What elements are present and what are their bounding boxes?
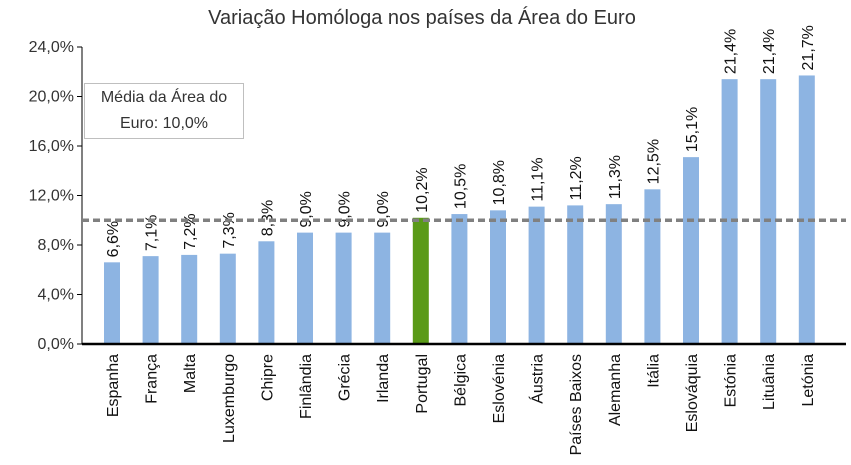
- bar: [605, 204, 622, 344]
- bar: [219, 253, 236, 344]
- y-tick-label: 8,0%: [38, 237, 74, 254]
- bar: [760, 79, 777, 345]
- bar: [297, 232, 313, 344]
- x-tick-label: Eslováquia: [684, 354, 701, 432]
- x-tick-label: Eslovénia: [491, 354, 508, 423]
- x-tick-label: Estónia: [723, 354, 740, 407]
- bars: [104, 75, 815, 345]
- data-label: 7,1%: [144, 215, 161, 251]
- data-label: 6,6%: [105, 221, 122, 257]
- x-tick-label: Letónia: [800, 354, 817, 407]
- y-tick-label: 16,0%: [29, 138, 74, 155]
- bar: [104, 262, 120, 344]
- bar: [142, 256, 159, 344]
- bar: [528, 206, 545, 344]
- data-label: 11,3%: [607, 155, 624, 199]
- data-label: 10,8%: [491, 160, 508, 205]
- x-tick-label: Malta: [182, 354, 199, 393]
- bar: [451, 214, 468, 344]
- y-tick-label: 20,0%: [29, 89, 74, 106]
- x-tick-label: Áustria: [528, 354, 547, 404]
- bar: [412, 217, 429, 344]
- x-tick-label: França: [144, 354, 161, 404]
- data-label: 10,5%: [452, 164, 469, 209]
- data-label: 21,4%: [761, 29, 778, 74]
- x-tick-label: Itália: [645, 354, 662, 388]
- bar: [798, 75, 815, 345]
- data-label: 9,0%: [375, 191, 392, 227]
- bar: [258, 241, 275, 344]
- y-tick-label: 4,0%: [38, 287, 74, 304]
- y-tick-label: 0,0%: [38, 336, 74, 353]
- data-label: 21,7%: [800, 25, 817, 70]
- bar: [644, 189, 661, 344]
- average-annotation-box: Média da Área do Euro: 10,0%: [84, 83, 244, 139]
- x-axis-labels: Espanha França Malta Luxemburgo Chipre Finlân…: [105, 354, 817, 455]
- y-tick-label: 24,0%: [29, 39, 74, 56]
- data-label: 9,0%: [337, 191, 354, 227]
- data-label: 9,0%: [298, 191, 315, 227]
- x-tick-label: Portugal: [414, 354, 431, 414]
- y-tick-label: 12,0%: [29, 188, 74, 205]
- data-label: 21,4%: [723, 29, 740, 74]
- chart-title: Variação Homóloga nos países da Área do …: [208, 6, 636, 29]
- data-label: 15,1%: [684, 107, 701, 152]
- x-tick-label: Bélgica: [452, 354, 469, 407]
- x-tick-label: Espanha: [105, 354, 122, 417]
- data-label: 11,1%: [530, 157, 547, 201]
- bar: [721, 79, 738, 345]
- y-axis: 0,0% 4,0% 8,0% 12,0% 16,0% 20,0% 24,0%: [29, 39, 83, 353]
- bar: [567, 205, 584, 344]
- bar: [683, 157, 699, 344]
- data-label: 8,3%: [259, 200, 276, 236]
- x-tick-label: Chipre: [259, 354, 276, 401]
- data-label: 7,3%: [221, 212, 238, 248]
- bar: [374, 232, 391, 344]
- x-tick-label: Finlândia: [298, 354, 315, 419]
- x-tick-label: Luxemburgo: [221, 354, 238, 443]
- bar: [335, 232, 352, 344]
- data-label: 7,2%: [182, 213, 199, 249]
- data-labels: 6,6% 7,1% 7,2% 7,3% 8,3% 9,0% 9,0% 9,0% 10,2% 10,…: [105, 25, 817, 257]
- x-tick-label: Irlanda: [375, 354, 392, 403]
- x-tick-label: Grécia: [337, 354, 354, 401]
- bar: [181, 254, 198, 344]
- data-label: 12,5%: [645, 139, 662, 184]
- average-annotation-text: Média da Área do Euro: 10,0%: [100, 89, 228, 132]
- data-label: 11,2%: [568, 156, 585, 200]
- x-tick-label: Países Baixos: [568, 354, 585, 455]
- bar: [490, 210, 506, 344]
- x-tick-label: Alemanha: [607, 354, 624, 426]
- x-tick-label: Lituânia: [761, 354, 778, 410]
- data-label: 10,2%: [414, 167, 431, 212]
